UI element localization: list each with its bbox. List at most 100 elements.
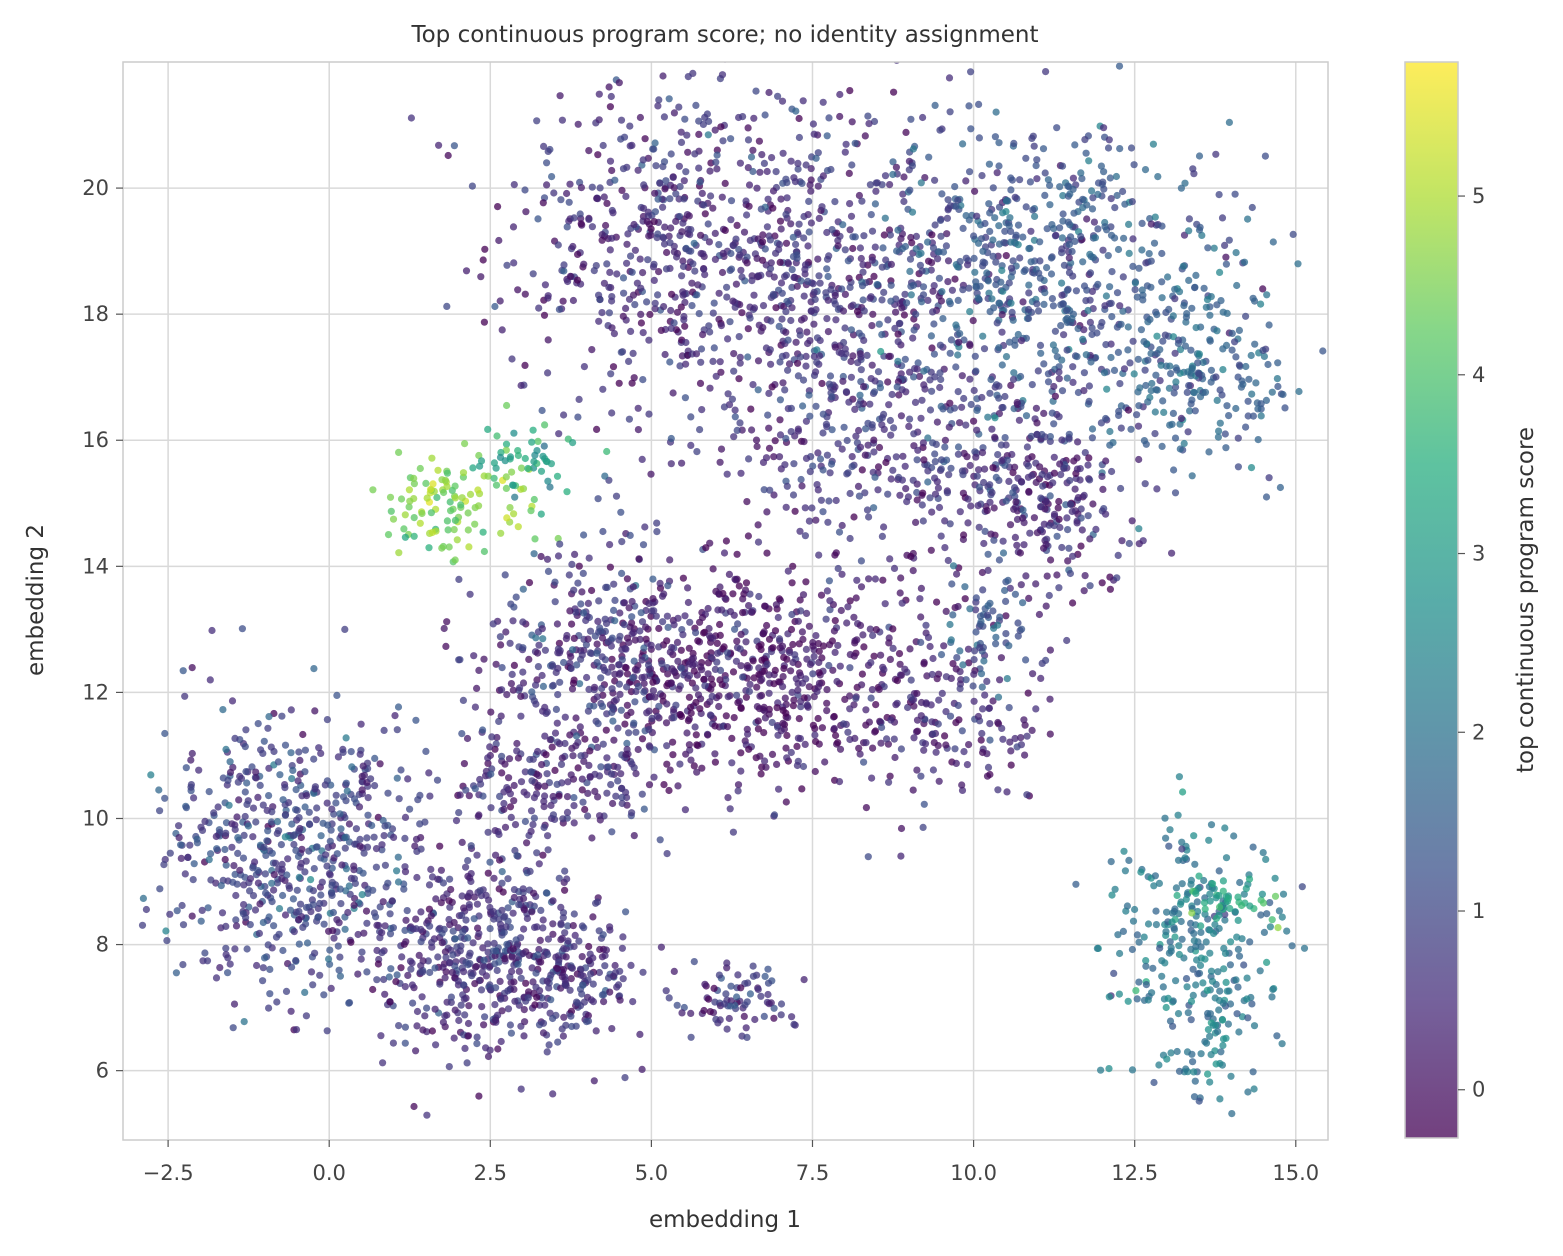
- scatter-point: [240, 881, 248, 889]
- scatter-point: [953, 654, 961, 662]
- scatter-point: [588, 834, 596, 842]
- scatter-point: [966, 375, 974, 383]
- scatter-point: [1002, 252, 1010, 260]
- scatter-point: [841, 246, 849, 254]
- scatter-point: [787, 667, 795, 675]
- scatter-point: [1228, 329, 1236, 337]
- scatter-point: [998, 266, 1006, 275]
- scatter-point: [259, 749, 267, 758]
- scatter-point: [197, 917, 205, 925]
- scatter-point: [960, 531, 968, 539]
- scatter-point: [647, 612, 655, 620]
- scatter-point: [898, 599, 906, 607]
- scatter-point: [819, 508, 827, 516]
- scatter-point: [711, 750, 719, 758]
- scatter-point: [615, 680, 624, 688]
- scatter-point: [934, 484, 943, 492]
- scatter-point: [566, 272, 575, 280]
- scatter-point: [309, 981, 317, 989]
- scatter-point: [418, 993, 426, 1001]
- scatter-point: [964, 261, 972, 269]
- scatter-point: [498, 326, 506, 334]
- scatter-point: [597, 674, 605, 682]
- scatter-point: [498, 664, 506, 672]
- scatter-point: [897, 671, 906, 679]
- scatter-point: [1046, 181, 1054, 189]
- scatter-point: [762, 763, 770, 771]
- scatter-point: [608, 828, 616, 836]
- scatter-point: [1235, 326, 1243, 334]
- scatter-point: [777, 225, 785, 233]
- scatter-point: [1033, 419, 1041, 427]
- scatter-point: [718, 71, 727, 79]
- scatter-point: [224, 776, 232, 785]
- scatter-point: [860, 383, 868, 391]
- scatter-point: [1046, 492, 1054, 500]
- scatter-point: [328, 881, 336, 890]
- scatter-point: [506, 790, 514, 798]
- scatter-point: [1199, 358, 1207, 367]
- scatter-point: [607, 370, 615, 378]
- scatter-point: [944, 278, 952, 286]
- scatter-point: [831, 648, 839, 657]
- scatter-point: [792, 107, 800, 115]
- scatter-point: [339, 748, 347, 757]
- scatter-point: [767, 317, 775, 325]
- scatter-point: [969, 682, 977, 690]
- scatter-point: [615, 379, 623, 387]
- scatter-point: [614, 763, 622, 771]
- scatter-point: [861, 489, 869, 497]
- scatter-point: [727, 197, 736, 205]
- scatter-point: [1017, 478, 1025, 486]
- scatter-point: [942, 741, 950, 749]
- scatter-point: [670, 184, 678, 192]
- scatter-point: [700, 675, 708, 684]
- scatter-point: [1107, 223, 1115, 231]
- scatter-point: [832, 731, 840, 740]
- scatter-point: [241, 743, 249, 751]
- scatter-point: [994, 786, 1002, 794]
- scatter-point: [551, 578, 559, 586]
- scatter-point: [778, 315, 786, 323]
- scatter-point: [1033, 529, 1041, 537]
- scatter-point: [870, 272, 878, 280]
- scatter-point: [812, 402, 820, 410]
- scatter-point: [309, 887, 317, 895]
- scatter-point: [941, 732, 949, 740]
- scatter-point: [707, 685, 715, 693]
- scatter-point: [814, 640, 823, 648]
- scatter-point: [759, 458, 768, 466]
- scatter-point: [310, 755, 318, 763]
- scatter-point: [647, 470, 655, 478]
- scatter-point: [944, 206, 952, 214]
- scatter-point: [867, 694, 875, 702]
- scatter-point: [700, 265, 708, 273]
- scatter-point: [471, 703, 479, 711]
- scatter-point: [1054, 504, 1062, 512]
- scatter-point: [156, 885, 164, 893]
- scatter-point: [744, 136, 753, 144]
- scatter-point: [206, 676, 214, 684]
- scatter-point: [634, 404, 642, 412]
- scatter-point: [649, 678, 657, 686]
- scatter-point: [264, 827, 272, 835]
- scatter-point: [730, 714, 738, 722]
- scatter-point: [1289, 230, 1297, 238]
- scatter-point: [650, 276, 658, 284]
- scatter-point: [802, 362, 810, 370]
- scatter-point: [897, 824, 906, 833]
- scatter-point: [586, 649, 594, 657]
- scatter-point: [687, 756, 695, 764]
- scatter-point: [978, 729, 986, 738]
- scatter-point: [254, 867, 262, 875]
- scatter-point: [356, 842, 364, 850]
- scatter-point: [521, 817, 530, 826]
- scatter-point: [910, 373, 918, 381]
- scatter-point: [1030, 514, 1038, 522]
- scatter-point: [240, 831, 248, 840]
- scatter-point: [992, 473, 1000, 481]
- scatter-point: [184, 853, 192, 862]
- scatter-point: [265, 713, 273, 721]
- scatter-point: [895, 650, 904, 658]
- scatter-point: [427, 485, 435, 493]
